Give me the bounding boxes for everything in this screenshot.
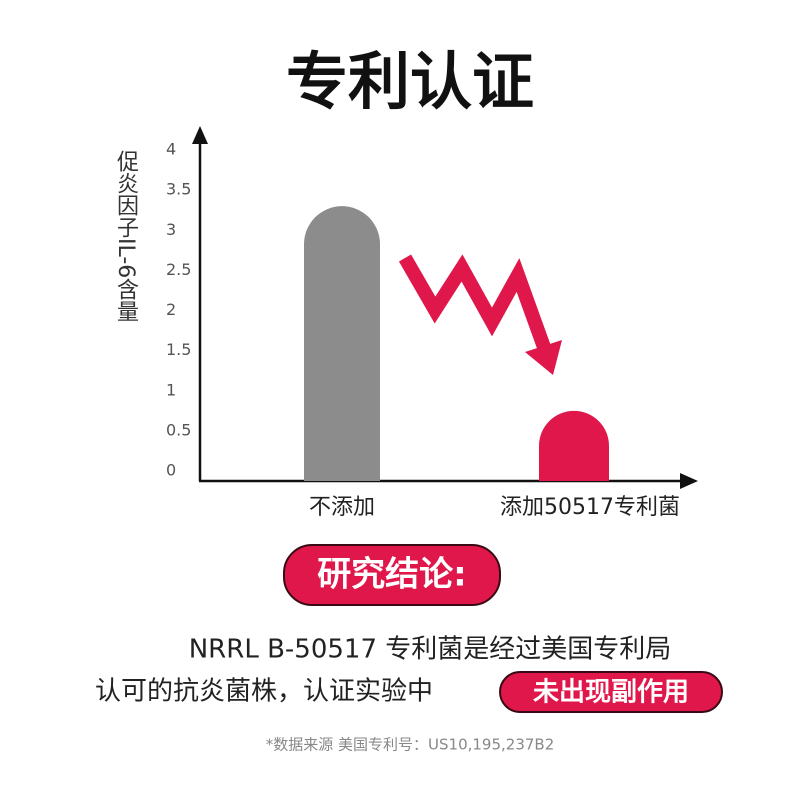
conclusion-badge bbox=[283, 544, 501, 606]
decrease-arrow bbox=[398, 254, 552, 353]
y-tick-label: 0 bbox=[166, 461, 176, 480]
chart-title: 专利认证 bbox=[286, 45, 534, 118]
y-tick-label: 0.5 bbox=[166, 420, 191, 439]
y-tick-label: 3 bbox=[166, 220, 176, 239]
conclusion-heading: 研究结论: bbox=[317, 555, 467, 595]
y-tick-label: 1.5 bbox=[166, 340, 191, 359]
y-axis-label: 促炎因子IL-6含量 bbox=[113, 150, 139, 322]
highlight-badge bbox=[499, 671, 723, 713]
x-axis-arrow bbox=[680, 473, 698, 489]
y-tick-label: 2.5 bbox=[166, 260, 191, 279]
conclusion-line: 认可的抗炎菌株，认证实验中 bbox=[95, 677, 433, 707]
y-tick-label: 2 bbox=[166, 300, 176, 319]
y-tick-label: 4 bbox=[166, 140, 176, 159]
y-tick-label: 3.5 bbox=[166, 180, 191, 199]
bar bbox=[304, 206, 380, 481]
decrease-arrow-head bbox=[525, 340, 562, 375]
highlight-text: 未出现副作用 bbox=[533, 678, 689, 708]
bar bbox=[539, 410, 609, 481]
y-axis-arrow bbox=[192, 126, 208, 144]
x-tick-label: 不添加 bbox=[309, 495, 375, 520]
footnote: *数据来源 美国专利号：US10,195,237B2 bbox=[266, 736, 555, 754]
conclusion-line: NRRL B-50517 专利菌是经过美国专利局 bbox=[189, 635, 672, 665]
x-tick-label: 添加50517专利菌 bbox=[500, 495, 680, 520]
y-tick-label: 1 bbox=[166, 380, 176, 399]
